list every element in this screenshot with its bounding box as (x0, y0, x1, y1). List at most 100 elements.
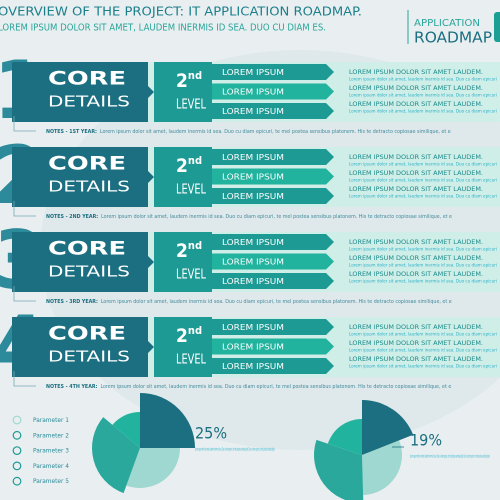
level-box (154, 317, 212, 377)
chart-sector (91, 417, 140, 494)
description-heading: LOREM IPSUM DOLOR SIT AMET LAUDEM. (349, 186, 483, 193)
level-box (154, 232, 212, 292)
description-text: Lorem ipsum dolor sit amet, laudem inerm… (349, 178, 497, 184)
level-word: LEVEL (176, 98, 206, 113)
chart-sector (314, 439, 364, 500)
subtitle: LOREM IPSUM DOLOR SIT AMET, LAUDEM INERM… (0, 23, 326, 34)
notes: NOTES - 3RD YEAR: Lorem ipsum dolor sit a… (46, 299, 452, 305)
notes-label: NOTES - 4TH YEAR: (46, 384, 98, 390)
description-heading: LOREM IPSUM DOLOR SIT AMET LAUDEM. (349, 154, 483, 161)
notes-text: Lorem ipsum dolor sit amet, laudem inerm… (101, 214, 452, 220)
item-label: LOREM IPSUM (222, 238, 284, 247)
notes-label: NOTES - 1ST YEAR: (46, 129, 97, 135)
item-label: LOREM IPSUM (222, 88, 284, 97)
description-heading: LOREM IPSUM DOLOR SIT AMET LAUDEM. (349, 255, 483, 262)
level-number: 2nd (176, 239, 202, 262)
parameter-label: Parameter 4 (33, 462, 69, 470)
parameter-icon (12, 476, 22, 486)
notes-connector (13, 201, 36, 217)
core-box (12, 62, 154, 122)
parameter-label: Parameter 5 (33, 477, 69, 485)
item-label: LOREM IPSUM (222, 277, 284, 286)
item-label: LOREM IPSUM (222, 107, 284, 116)
level-word: LEVEL (176, 353, 206, 368)
item-arrow (212, 168, 334, 185)
item-label: LOREM IPSUM (222, 153, 284, 162)
core-title: CORE (48, 153, 126, 175)
core-title: CORE (48, 68, 126, 90)
title: OVERVIEW OF THE PROJECT: IT APPLICATION … (0, 4, 362, 19)
chart-sector (362, 440, 402, 495)
parameter-icon (12, 430, 22, 440)
item-label: LOREM IPSUM (222, 362, 284, 371)
core-box (12, 232, 154, 292)
notes-text: Lorem ipsum dolor sit amet, laudem inerm… (100, 129, 451, 135)
chart-value-label: 19% (410, 431, 442, 450)
description-heading: LOREM IPSUM DOLOR SIT AMET LAUDEM. (349, 356, 483, 363)
item-arrow (212, 149, 334, 165)
description-text: Lorem ipsum dolor sit amet, laudem inerm… (349, 364, 497, 370)
chart-value-sector (140, 393, 195, 448)
level-number: 2nd (176, 154, 202, 177)
item-label: LOREM IPSUM (222, 192, 284, 201)
level-digit: 2 (176, 155, 188, 177)
item-arrow (212, 253, 334, 270)
item-arrow (212, 188, 334, 204)
chart-text: Lorem ipsum dolor sit amet, laudem inerm… (195, 447, 275, 453)
parameter-icon (12, 461, 22, 471)
parameter-icon (12, 415, 22, 425)
core-details: DETAILS (48, 348, 130, 366)
item-arrow (212, 103, 334, 119)
level-digit: 2 (176, 240, 188, 262)
description-text: Lorem ipsum dolor sit amet, laudem inerm… (349, 93, 497, 99)
item-arrow (212, 358, 334, 374)
notes-connector (13, 286, 36, 302)
notes-label: NOTES - 2ND YEAR: (46, 214, 98, 220)
parameter-label: Parameter 2 (33, 431, 69, 439)
description-text: Lorem ipsum dolor sit amet, laudem inerm… (349, 247, 497, 253)
item-arrow (212, 273, 334, 289)
level-suffix: nd (188, 69, 202, 82)
item-arrow (212, 338, 334, 355)
description-text: Lorem ipsum dolor sit amet, laudem inerm… (349, 348, 497, 354)
notes: NOTES - 1ST YEAR: Lorem ipsum dolor sit a… (46, 129, 451, 135)
item-label: LOREM IPSUM (222, 258, 284, 267)
core-box (12, 317, 154, 377)
description-heading: LOREM IPSUM DOLOR SIT AMET LAUDEM. (349, 69, 483, 76)
item-arrow (212, 83, 334, 100)
description-text: Lorem ipsum dolor sit amet, laudem inerm… (349, 194, 497, 200)
core-details: DETAILS (48, 93, 130, 111)
description-heading: LOREM IPSUM DOLOR SIT AMET LAUDEM. (349, 101, 483, 108)
notes-connector (13, 116, 36, 132)
logo-top: APPLICATION (414, 18, 480, 29)
parameter-icon (12, 446, 22, 456)
notes: NOTES - 4TH YEAR: Lorem ipsum dolor sit a… (46, 384, 451, 390)
level-suffix: nd (188, 324, 202, 337)
level-box (154, 147, 212, 207)
item-arrow (212, 319, 334, 335)
level-suffix: nd (188, 239, 202, 252)
description-text: Lorem ipsum dolor sit amet, laudem inerm… (349, 263, 497, 269)
notes-text: Lorem ipsum dolor sit amet, laudem inerm… (101, 299, 452, 305)
item-label: LOREM IPSUM (222, 68, 284, 77)
description-text: Lorem ipsum dolor sit amet, laudem inerm… (349, 109, 497, 115)
logo-bottom: ROADMAP (414, 29, 492, 47)
description-heading: LOREM IPSUM DOLOR SIT AMET LAUDEM. (349, 340, 483, 347)
core-title: CORE (48, 323, 126, 345)
parameter-label: Parameter 1 (33, 416, 69, 424)
level-number: 2nd (176, 69, 202, 92)
chart-text: Lorem ipsum dolor sit amet, laudem inerm… (410, 454, 490, 460)
core-details: DETAILS (48, 178, 130, 196)
notes-text: Lorem ipsum dolor sit amet, laudem inerm… (100, 384, 451, 390)
description-heading: LOREM IPSUM DOLOR SIT AMET LAUDEM. (349, 170, 483, 177)
notes-connector (13, 371, 36, 387)
item-label: LOREM IPSUM (222, 343, 284, 352)
level-digit: 2 (176, 70, 188, 92)
level-suffix: nd (188, 154, 202, 167)
core-title: CORE (48, 238, 126, 260)
level-digit: 2 (176, 325, 188, 347)
chart-sector (126, 448, 180, 489)
notes: NOTES - 2ND YEAR: Lorem ipsum dolor sit a… (46, 214, 452, 220)
chart-value-label: 25% (195, 424, 227, 443)
